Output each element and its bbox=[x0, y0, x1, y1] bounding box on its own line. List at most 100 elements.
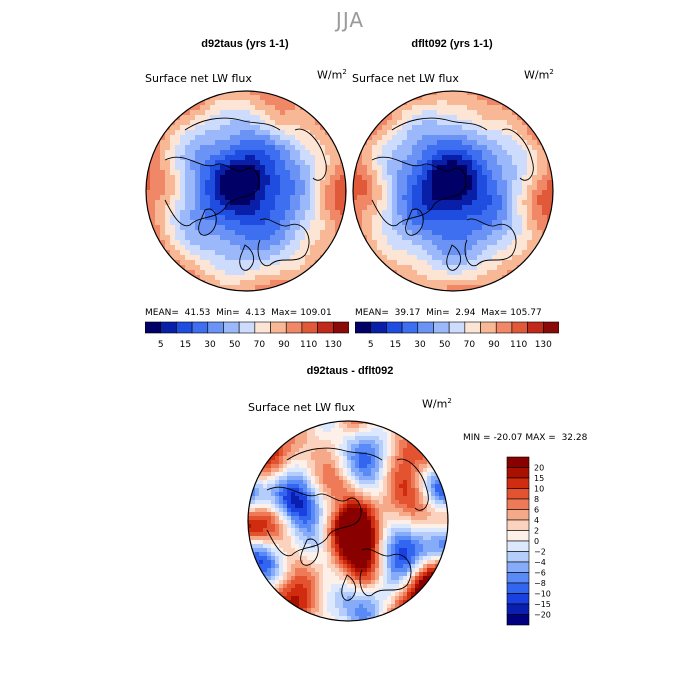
coastline-2 bbox=[405, 208, 424, 236]
panel1-min-label: Min= bbox=[216, 308, 240, 318]
colorbar-tick-label: 5 bbox=[158, 340, 164, 350]
colorbar-swatch bbox=[506, 614, 530, 626]
panel2-max-label: Max= bbox=[481, 308, 508, 318]
panel1-polar-map bbox=[145, 90, 347, 292]
panel2-max-value: 105.77 bbox=[510, 308, 542, 318]
panel2-mean-value: 39.17 bbox=[394, 308, 421, 318]
panel2-stats: MEAN= 39.17 Min= 2.94 Max= 105.77 bbox=[355, 308, 542, 318]
colorbar-swatch bbox=[301, 321, 318, 334]
coastline-5 bbox=[391, 117, 488, 131]
colorbar-tick-label: 50 bbox=[229, 340, 241, 350]
colorbar-tick-label: 0 bbox=[534, 537, 539, 546]
panel1-mean-value: 41.53 bbox=[184, 308, 211, 318]
coastline-4 bbox=[294, 128, 327, 181]
panel3-title: d92taus - dflt092 bbox=[306, 365, 394, 377]
colorbar-tick-label: 90 bbox=[488, 340, 500, 350]
colorbar-swatch bbox=[238, 321, 256, 334]
panel1-mean-label: MEAN= bbox=[145, 308, 179, 318]
colorbar-swatch bbox=[285, 321, 303, 334]
coastline-6 bbox=[446, 244, 462, 271]
colorbar-swatch bbox=[506, 488, 530, 500]
figure-title: JJA bbox=[335, 8, 365, 32]
colorbar-tick-label: 110 bbox=[510, 340, 527, 350]
panel1-max-label: Max= bbox=[271, 308, 298, 318]
colorbar-tick-label: 4 bbox=[534, 516, 539, 525]
colorbar-tick-label: −10 bbox=[534, 590, 551, 599]
colorbar-swatch bbox=[160, 321, 177, 334]
colorbar-tick-label: 30 bbox=[414, 340, 426, 350]
colorbar-tick-label: 15 bbox=[390, 340, 401, 350]
colorbar-swatch bbox=[480, 321, 497, 334]
panel3-min-label: MIN = bbox=[463, 433, 491, 443]
colorbar-swatch bbox=[511, 321, 528, 334]
panel3-max-value: 32.28 bbox=[561, 433, 588, 443]
colorbar-swatch bbox=[506, 509, 530, 521]
colorbar-tick-label: 50 bbox=[439, 340, 451, 350]
colorbar-swatch bbox=[506, 519, 530, 531]
panel2-min-label: Min= bbox=[426, 308, 450, 318]
panel3-min-value: -20.07 bbox=[493, 433, 523, 443]
panel3-max-label: MAX = bbox=[525, 433, 556, 443]
map-boundary bbox=[247, 420, 449, 622]
coastline-1 bbox=[371, 156, 467, 227]
colorbar-tick-label: 8 bbox=[534, 495, 539, 504]
colorbar-swatch bbox=[207, 321, 224, 334]
colorbar-swatch bbox=[401, 321, 419, 334]
panel1-stats: MEAN= 41.53 Min= 4.13 Max= 109.01 bbox=[145, 308, 332, 318]
coastline-3 bbox=[359, 548, 412, 597]
colorbar-swatch bbox=[506, 582, 530, 594]
colorbar-swatch bbox=[191, 321, 209, 334]
coastline-6 bbox=[341, 574, 357, 601]
colorbar-swatch bbox=[506, 456, 530, 468]
colorbar-swatch bbox=[370, 321, 387, 334]
colorbar-swatch bbox=[386, 321, 403, 334]
colorbar-swatch bbox=[464, 321, 481, 334]
colorbar-tick-label: 110 bbox=[300, 340, 317, 350]
panel1-colorbar: 5 15 30 50 70 90 110 130 bbox=[145, 321, 349, 350]
coastline-1 bbox=[164, 156, 260, 227]
colorbar-tick-label: 90 bbox=[278, 340, 290, 350]
panel1-max-value: 109.01 bbox=[300, 308, 332, 318]
colorbar-tick-label: 15 bbox=[534, 474, 544, 483]
colorbar-swatch bbox=[506, 561, 530, 573]
colorbar-swatch bbox=[270, 321, 287, 334]
coastline-1 bbox=[266, 486, 362, 557]
colorbar-swatch bbox=[506, 593, 530, 605]
colorbar-tick-label: −20 bbox=[534, 611, 551, 620]
colorbar-swatch bbox=[527, 321, 544, 334]
colorbar-tick-label: 20 bbox=[534, 464, 544, 473]
colorbar-tick-label: 10 bbox=[534, 485, 544, 494]
colorbar-swatch bbox=[145, 321, 161, 334]
coastline-3 bbox=[464, 218, 517, 267]
colorbar-tick-label: −8 bbox=[534, 579, 546, 588]
colorbar-swatch bbox=[506, 530, 530, 542]
coastline-6 bbox=[239, 244, 255, 271]
colorbar-swatch bbox=[506, 551, 530, 563]
colorbar-swatch bbox=[495, 321, 513, 334]
colorbar-swatch bbox=[417, 321, 434, 334]
coastline-5 bbox=[184, 117, 281, 131]
coastline-5 bbox=[286, 447, 383, 461]
colorbar-tick-label: 130 bbox=[325, 340, 342, 350]
colorbar-tick-label: −2 bbox=[534, 548, 546, 557]
map-boundary bbox=[145, 90, 347, 292]
panel3-polar-map bbox=[247, 420, 449, 622]
map-boundary bbox=[352, 90, 554, 292]
coastline-4 bbox=[396, 458, 429, 511]
panel2-min-value: 2.94 bbox=[455, 308, 476, 318]
colorbar-tick-label: −4 bbox=[534, 558, 546, 567]
colorbar-swatch bbox=[433, 321, 450, 334]
colorbar-tick-label: 2 bbox=[534, 527, 539, 536]
panel1-title: d92taus (yrs 1-1) bbox=[201, 38, 289, 50]
colorbar-swatch bbox=[223, 321, 240, 334]
coastline-2 bbox=[198, 208, 217, 236]
panel2-mean-label: MEAN= bbox=[355, 308, 389, 318]
colorbar-swatch bbox=[176, 321, 193, 334]
panel1-units: W/m2 bbox=[317, 68, 347, 82]
colorbar-swatch bbox=[448, 321, 466, 334]
colorbar-swatch bbox=[254, 321, 271, 334]
panel3-units: W/m2 bbox=[422, 397, 452, 411]
colorbar-swatch bbox=[506, 467, 530, 479]
colorbar-tick-label: 70 bbox=[254, 340, 266, 350]
